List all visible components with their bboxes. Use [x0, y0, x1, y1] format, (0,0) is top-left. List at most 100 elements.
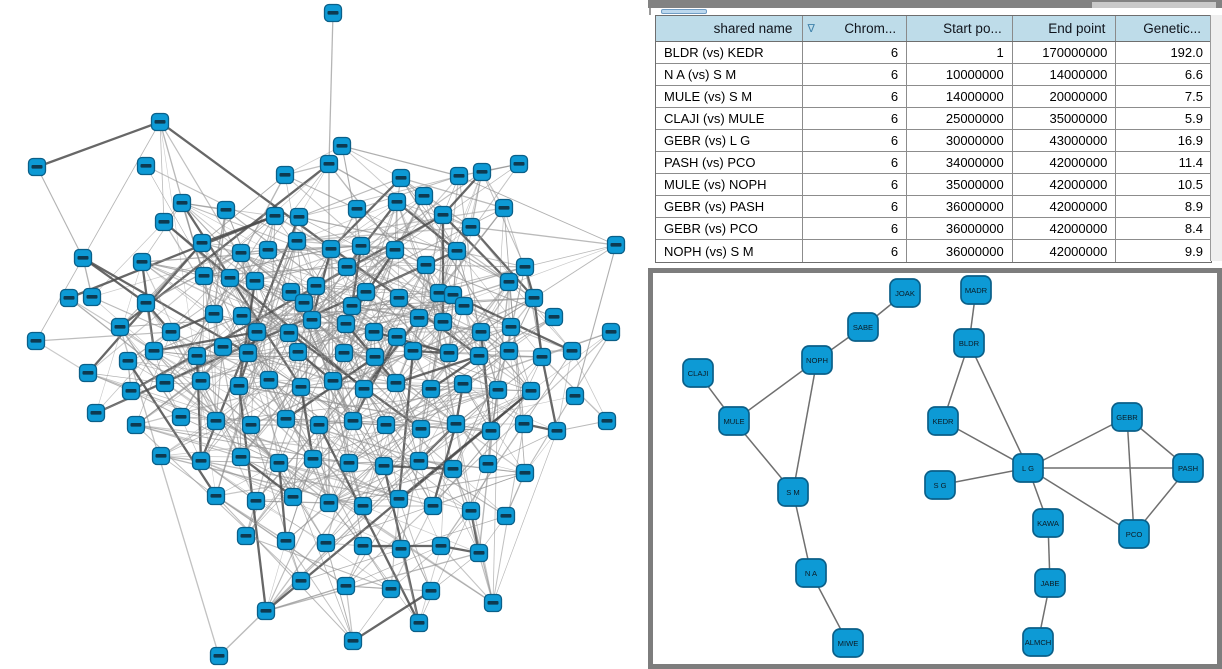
overview-node[interactable]: [144, 341, 164, 361]
table-cell[interactable]: 25000000: [907, 108, 1013, 129]
overview-node[interactable]: [276, 531, 296, 551]
overview-node[interactable]: [447, 241, 467, 261]
overview-node[interactable]: [241, 415, 261, 435]
overview-node[interactable]: [342, 296, 362, 316]
overview-node[interactable]: [365, 347, 385, 367]
overview-node[interactable]: [288, 342, 308, 362]
overview-node[interactable]: [194, 266, 214, 286]
network-node-miwe[interactable]: MIWE: [832, 628, 864, 658]
overview-node[interactable]: [332, 136, 352, 156]
table-row[interactable]: MULE (vs) NOPH 6 35000000 42000000 10.5: [656, 174, 1211, 196]
overview-node[interactable]: [461, 501, 481, 521]
overview-node[interactable]: [423, 496, 443, 516]
overview-node[interactable]: [496, 506, 516, 526]
overview-node[interactable]: [216, 200, 236, 220]
overview-node[interactable]: [334, 343, 354, 363]
overview-node[interactable]: [403, 341, 423, 361]
overview-node[interactable]: [191, 371, 211, 391]
overview-node[interactable]: [385, 240, 405, 260]
overview-node[interactable]: [73, 248, 93, 268]
table-row[interactable]: N A (vs) S M 6 10000000 14000000 6.6: [656, 64, 1211, 86]
overview-node[interactable]: [291, 571, 311, 591]
table-cell[interactable]: 6: [803, 174, 908, 195]
overview-node[interactable]: [499, 341, 519, 361]
overview-node[interactable]: [386, 373, 406, 393]
overview-node[interactable]: [209, 646, 229, 666]
table-cell[interactable]: 8.4: [1184, 221, 1203, 236]
overview-node[interactable]: [294, 293, 314, 313]
overview-node[interactable]: [154, 212, 174, 232]
table-cell[interactable]: 10000000: [907, 64, 1013, 85]
overview-node[interactable]: [213, 337, 233, 357]
table-cell[interactable]: 42000000: [1013, 218, 1117, 239]
overview-node[interactable]: [376, 415, 396, 435]
overview-node[interactable]: [453, 374, 473, 394]
table-cell[interactable]: GEBR (vs) PASH: [656, 196, 804, 217]
table-cell[interactable]: 36000000: [907, 218, 1013, 239]
table-row[interactable]: MULE (vs) S M 6 14000000 20000000 7.5: [656, 86, 1211, 108]
overview-node[interactable]: [414, 186, 434, 206]
overview-node[interactable]: [319, 154, 339, 174]
overview-node[interactable]: [374, 456, 394, 476]
network-node-sabe[interactable]: SABE: [847, 312, 879, 342]
overview-node[interactable]: [276, 409, 296, 429]
overview-node[interactable]: [27, 157, 47, 177]
overview-node[interactable]: [499, 272, 519, 292]
overview-node[interactable]: [118, 351, 138, 371]
table-cell[interactable]: 35000000: [907, 174, 1013, 195]
overview-node[interactable]: [389, 288, 409, 308]
overview-node[interactable]: [606, 235, 626, 255]
overview-node[interactable]: [323, 371, 343, 391]
overview-node[interactable]: [279, 323, 299, 343]
overview-node[interactable]: [431, 536, 451, 556]
overview-node[interactable]: [353, 496, 373, 516]
overview-node[interactable]: [256, 601, 276, 621]
table-cell[interactable]: N A (vs) S M: [656, 64, 804, 85]
overview-node[interactable]: [478, 454, 498, 474]
overview-node[interactable]: [265, 206, 285, 226]
overview-node[interactable]: [258, 240, 278, 260]
overview-node[interactable]: [187, 346, 207, 366]
overview-node[interactable]: [461, 217, 481, 237]
overview-node[interactable]: [494, 198, 514, 218]
overview-node[interactable]: [287, 231, 307, 251]
overview-network-canvas[interactable]: [0, 0, 648, 669]
overview-node[interactable]: [356, 282, 376, 302]
overview-node[interactable]: [443, 459, 463, 479]
overview-node[interactable]: [351, 236, 371, 256]
network-node-bldr[interactable]: BLDR: [953, 328, 985, 358]
overview-node[interactable]: [515, 257, 535, 277]
overview-node[interactable]: [136, 293, 156, 313]
overview-node[interactable]: [446, 414, 466, 434]
overview-node[interactable]: [26, 331, 46, 351]
overview-node[interactable]: [336, 314, 356, 334]
overview-node[interactable]: [78, 363, 98, 383]
overview-node[interactable]: [343, 631, 363, 651]
overview-node[interactable]: [409, 613, 429, 633]
table-cell[interactable]: 5.9: [1184, 111, 1203, 126]
overview-node[interactable]: [387, 192, 407, 212]
table-cell[interactable]: 6: [803, 218, 908, 239]
table-cell[interactable]: 11.4: [1178, 155, 1203, 170]
overview-node[interactable]: [514, 414, 534, 434]
overview-node[interactable]: [171, 407, 191, 427]
overview-node[interactable]: [354, 379, 374, 399]
overview-node[interactable]: [481, 421, 501, 441]
overview-node[interactable]: [416, 255, 436, 275]
overview-node[interactable]: [206, 411, 226, 431]
overview-node[interactable]: [192, 233, 212, 253]
network-node-pco[interactable]: PCO: [1118, 519, 1150, 549]
overview-node[interactable]: [353, 536, 373, 556]
overview-node[interactable]: [515, 463, 535, 483]
overview-node[interactable]: [247, 322, 267, 342]
column-header-sharedname[interactable]: shared name: [656, 16, 804, 41]
overview-node[interactable]: [275, 165, 295, 185]
overview-node[interactable]: [433, 205, 453, 225]
table-row[interactable]: CLAJI (vs) MULE 6 25000000 35000000 5.9: [656, 108, 1211, 130]
column-header-startpo[interactable]: Start po...: [907, 16, 1013, 41]
overview-node[interactable]: [289, 207, 309, 227]
network-node-kawa[interactable]: KAWA: [1032, 508, 1064, 538]
overview-node[interactable]: [387, 327, 407, 347]
overview-node[interactable]: [565, 386, 585, 406]
overview-node[interactable]: [469, 543, 489, 563]
